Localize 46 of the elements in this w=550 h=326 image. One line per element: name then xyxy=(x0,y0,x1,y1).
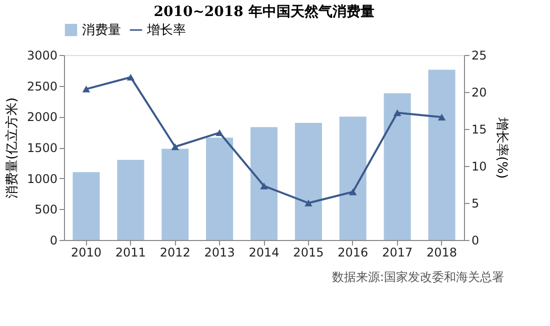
point xyxy=(126,74,135,81)
y-tick-label: 500 xyxy=(34,202,58,217)
bar xyxy=(162,148,189,240)
y2-tick-label: 25 xyxy=(472,48,487,62)
legend-label: 消费量 xyxy=(82,23,121,38)
x-tick-label: 2016 xyxy=(338,246,368,260)
x-tick-label: 2011 xyxy=(115,246,146,260)
y2-tick-label: 5 xyxy=(472,196,480,210)
x-tick-label: 2018 xyxy=(426,246,458,260)
y-tick-label: 1000 xyxy=(26,172,58,186)
bar xyxy=(294,122,322,240)
y2-axis-title: 增长率(%) xyxy=(494,116,510,179)
y-axis-title: 消费量(亿立方米) xyxy=(4,97,20,199)
point xyxy=(82,86,90,92)
point xyxy=(171,143,179,150)
y2-tick-label: 10 xyxy=(472,160,487,174)
y2-tick-label: 20 xyxy=(472,86,487,100)
y-tick-label: 3000 xyxy=(26,48,58,62)
bar xyxy=(117,160,144,240)
x-tick-label: 2012 xyxy=(160,246,190,260)
y2-tick-label: 0 xyxy=(472,234,480,248)
point xyxy=(349,188,357,196)
y-tick-label: 1500 xyxy=(26,141,58,155)
x-tick-label: 2017 xyxy=(382,246,413,260)
point xyxy=(393,109,402,116)
bar xyxy=(72,172,100,240)
bar xyxy=(206,138,234,240)
chart-title: 2010~2018 年中国天然气消费量 xyxy=(154,4,374,20)
point xyxy=(438,114,446,121)
point xyxy=(216,129,224,136)
bar xyxy=(339,116,366,240)
source-note: 数据来源:国家发改委和海关总署 xyxy=(332,270,504,284)
x-tick-label: 2010 xyxy=(70,246,102,260)
x-tick-label: 2013 xyxy=(204,246,235,260)
y-tick-label: 0 xyxy=(50,234,58,248)
point xyxy=(260,182,268,190)
bar xyxy=(250,127,278,240)
bar xyxy=(428,70,456,240)
bar xyxy=(384,93,411,240)
y-tick-label: 2000 xyxy=(26,110,58,124)
legend-label: 增长率 xyxy=(146,22,186,38)
y-tick-label: 2500 xyxy=(26,79,58,94)
y2-tick-label: 15 xyxy=(472,122,487,136)
x-tick-label: 2015 xyxy=(293,246,324,260)
x-tick-label: 2014 xyxy=(248,246,280,260)
point xyxy=(304,200,312,206)
